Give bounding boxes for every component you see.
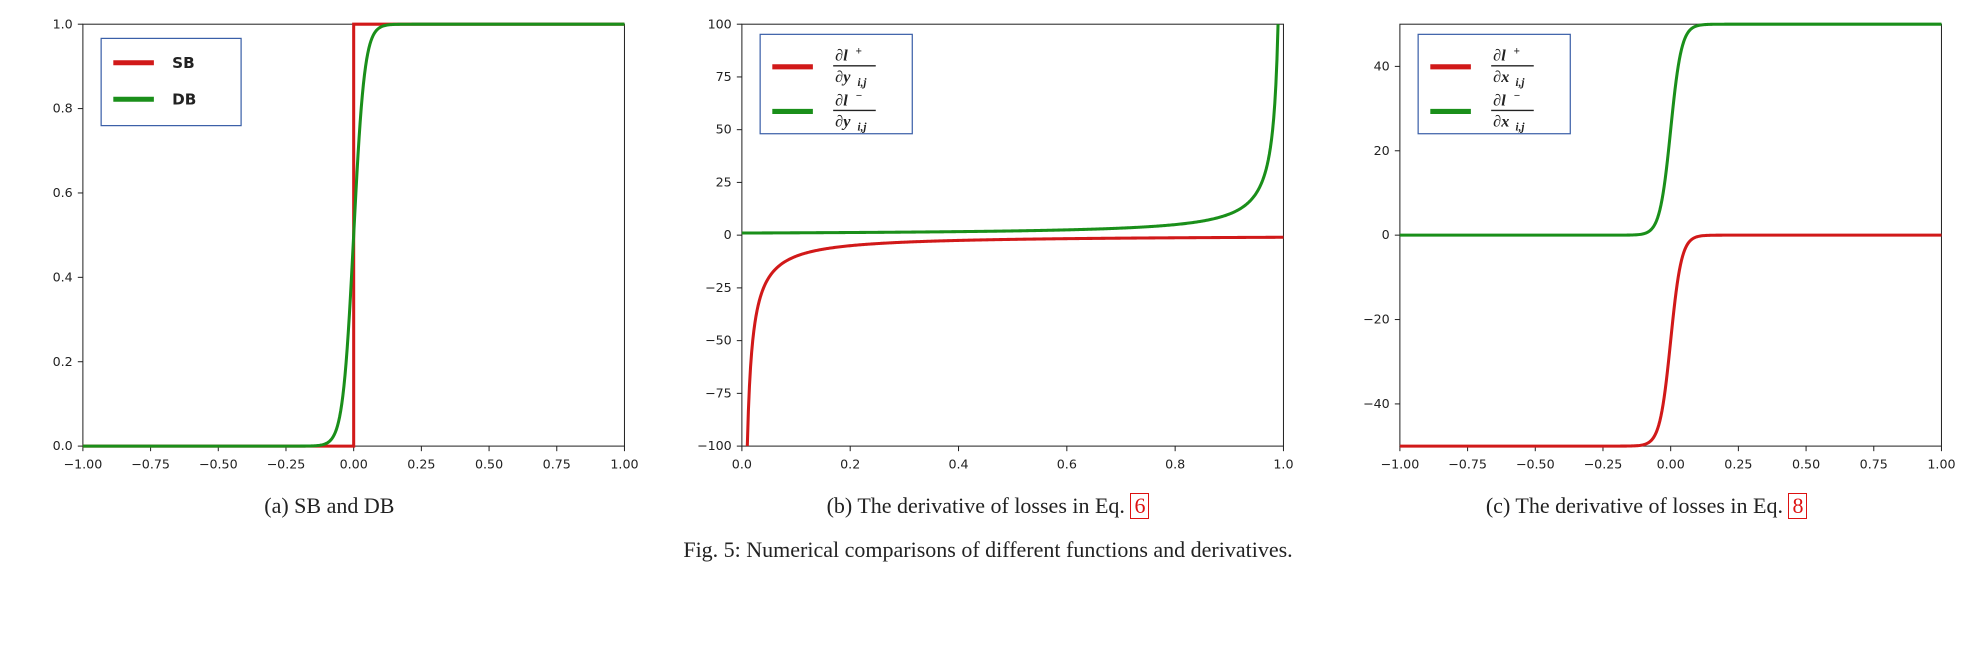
svg-text:0.75: 0.75: [1860, 456, 1888, 471]
svg-text:∂y: ∂y: [835, 113, 851, 131]
panel-b: 0.0 0.2 0.4 0.6 0.8 1.0 −100 −75 −50 −25 0 25 50 75 10…: [679, 10, 1298, 519]
svg-text:∂x: ∂x: [1494, 113, 1510, 131]
svg-text:−0.25: −0.25: [1584, 456, 1623, 471]
svg-text:1.0: 1.0: [1273, 456, 1293, 471]
svg-text:i,j: i,j: [857, 77, 867, 89]
svg-text:0.00: 0.00: [340, 456, 368, 471]
caption-b-ref[interactable]: 6: [1130, 493, 1149, 519]
svg-text:∂l: ∂l: [835, 47, 848, 65]
svg-text:DB: DB: [172, 90, 196, 108]
svg-text:0.75: 0.75: [543, 456, 571, 471]
svg-text:0.2: 0.2: [840, 456, 860, 471]
svg-text:−50: −50: [705, 333, 732, 348]
svg-text:100: 100: [707, 16, 731, 31]
svg-text:−100: −100: [697, 438, 732, 453]
svg-text:0.00: 0.00: [1657, 456, 1685, 471]
svg-text:0: 0: [1382, 227, 1390, 242]
caption-a: (a) SB and DB: [264, 493, 394, 519]
svg-text:25: 25: [715, 174, 731, 189]
svg-text:0.4: 0.4: [948, 456, 968, 471]
panel-c: −1.00 −0.75 −0.50 −0.25 0.00 0.25 0.50 0.75 1.00…: [1337, 10, 1956, 519]
svg-text:1.0: 1.0: [53, 16, 73, 31]
svg-text:∂x: ∂x: [1494, 68, 1510, 86]
svg-text:−0.25: −0.25: [267, 456, 306, 471]
svg-text:40: 40: [1374, 58, 1390, 73]
svg-text:0.50: 0.50: [1792, 456, 1820, 471]
svg-text:−0.50: −0.50: [1516, 456, 1555, 471]
svg-text:0.25: 0.25: [1725, 456, 1753, 471]
svg-text:i,j: i,j: [1516, 77, 1526, 89]
svg-text:SB: SB: [172, 54, 195, 72]
svg-text:1.00: 1.00: [610, 456, 638, 471]
svg-text:i,j: i,j: [1516, 122, 1526, 134]
svg-text:∂l: ∂l: [1494, 47, 1507, 65]
caption-b: (b) The derivative of losses in Eq. 6: [827, 493, 1150, 519]
svg-text:+: +: [855, 46, 861, 58]
svg-text:−1.00: −1.00: [63, 456, 102, 471]
svg-text:20: 20: [1374, 143, 1390, 158]
svg-text:−0.75: −0.75: [1449, 456, 1488, 471]
main-caption: Fig. 5: Numerical comparisons of differe…: [20, 537, 1956, 563]
svg-text:∂l: ∂l: [835, 91, 848, 109]
svg-text:0: 0: [723, 227, 731, 242]
svg-text:−40: −40: [1363, 396, 1390, 411]
svg-text:0.6: 0.6: [53, 185, 73, 200]
svg-text:75: 75: [715, 69, 731, 84]
svg-text:−: −: [1514, 90, 1521, 102]
svg-text:0.50: 0.50: [475, 456, 503, 471]
svg-text:0.4: 0.4: [53, 269, 73, 284]
svg-text:1.00: 1.00: [1928, 456, 1956, 471]
panel-a: −1.00−0.75−0.50−0.250.000.250.500.751.00…: [20, 10, 639, 519]
figure: −1.00−0.75−0.50−0.250.000.250.500.751.00…: [20, 10, 1956, 563]
svg-text:0.8: 0.8: [1165, 456, 1185, 471]
svg-text:50: 50: [715, 122, 731, 137]
svg-text:−25: −25: [705, 280, 732, 295]
chart-panels: −1.00−0.75−0.50−0.250.000.250.500.751.00…: [20, 10, 1956, 519]
chart-c: −1.00 −0.75 −0.50 −0.25 0.00 0.25 0.50 0.75 1.00…: [1337, 10, 1956, 487]
svg-text:0.2: 0.2: [53, 354, 73, 369]
caption-b-text: (b) The derivative of losses in Eq.: [827, 493, 1131, 518]
svg-text:∂l: ∂l: [1494, 91, 1507, 109]
svg-text:+: +: [1514, 46, 1520, 58]
svg-text:i,j: i,j: [857, 122, 867, 134]
svg-text:∂y: ∂y: [835, 68, 851, 86]
svg-text:0.0: 0.0: [731, 456, 751, 471]
svg-text:0.25: 0.25: [407, 456, 435, 471]
svg-text:−1.00: −1.00: [1381, 456, 1420, 471]
svg-text:−: −: [855, 90, 862, 102]
chart-a: −1.00−0.75−0.50−0.250.000.250.500.751.00…: [20, 10, 639, 487]
chart-b: 0.0 0.2 0.4 0.6 0.8 1.0 −100 −75 −50 −25 0 25 50 75 10…: [679, 10, 1298, 487]
caption-c: (c) The derivative of losses in Eq. 8: [1486, 493, 1808, 519]
svg-text:−0.75: −0.75: [131, 456, 170, 471]
svg-text:−0.50: −0.50: [199, 456, 238, 471]
caption-c-text: (c) The derivative of losses in Eq.: [1486, 493, 1789, 518]
svg-text:0.8: 0.8: [53, 101, 73, 116]
svg-text:0.0: 0.0: [53, 438, 73, 453]
svg-text:−20: −20: [1363, 312, 1390, 327]
svg-text:−75: −75: [705, 385, 732, 400]
caption-c-ref[interactable]: 8: [1788, 493, 1807, 519]
svg-text:0.6: 0.6: [1056, 456, 1076, 471]
